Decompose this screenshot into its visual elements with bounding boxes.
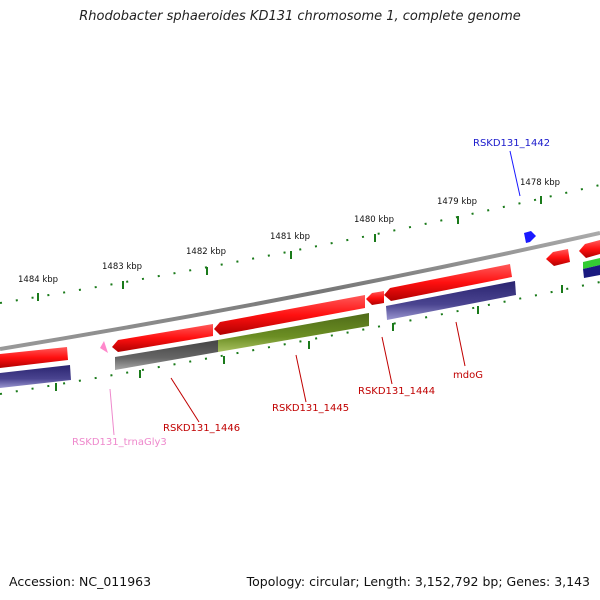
scale-label-1480: 1480 kbp bbox=[354, 215, 394, 225]
cog-bar-green-right bbox=[583, 258, 600, 269]
leader-rskd1444 bbox=[381, 336, 393, 385]
cog-bar-olive bbox=[218, 313, 369, 352]
cog-bars bbox=[0, 258, 600, 388]
gene-arrow-left-edge[interactable] bbox=[0, 347, 68, 368]
map-title: Rhodobacter sphaeroides KD131 chromosome… bbox=[79, 9, 521, 24]
leader-rskd1445 bbox=[295, 354, 307, 403]
gene-label-rskd1442[interactable]: RSKD131_1442 bbox=[473, 138, 550, 149]
gene-selected-rskd1442[interactable] bbox=[524, 231, 536, 243]
forward-strand-genes bbox=[0, 231, 600, 368]
gene-label-trnagly3[interactable]: RSKD131_trnaGly3 bbox=[72, 437, 167, 448]
gene-arrow-mdog[interactable] bbox=[384, 264, 512, 301]
leader-trnagly3 bbox=[109, 388, 115, 436]
cog-bar-purple-mdog bbox=[386, 281, 516, 320]
scale-label-1481: 1481 kbp bbox=[270, 232, 310, 242]
cog-bar-purple-left bbox=[0, 365, 71, 388]
gene-label-rskd1445[interactable]: RSKD131_1445 bbox=[272, 403, 349, 414]
gene-arrow-rskd1445[interactable] bbox=[214, 295, 365, 335]
gene-arrow-rskd1446[interactable] bbox=[112, 324, 213, 352]
inner-scale-ticks bbox=[0, 281, 600, 395]
cog-bar-navy-right bbox=[583, 265, 600, 278]
scale-label-1478: 1478 kbp bbox=[520, 178, 560, 188]
leader-rskd1442 bbox=[509, 150, 521, 197]
leader-rskd1446 bbox=[170, 377, 200, 423]
label-leader-lines bbox=[109, 150, 521, 436]
accession-text: Accession: NC_011963 bbox=[9, 574, 152, 589]
gene-labels: RSKD131_1442 RSKD131_1444 RSKD131_1445 R… bbox=[72, 138, 550, 448]
inner-scale-major-ticks bbox=[55, 285, 563, 391]
scale-label-1479: 1479 kbp bbox=[437, 197, 477, 207]
gene-label-mdog[interactable]: mdoG bbox=[453, 370, 483, 381]
gene-arrow-rskd1443[interactable] bbox=[546, 249, 570, 266]
gene-arrow-rskd1444[interactable] bbox=[366, 291, 384, 305]
leader-mdog bbox=[455, 321, 466, 367]
chromosome-backbone bbox=[0, 231, 600, 351]
gene-trna-gly3[interactable] bbox=[100, 341, 108, 353]
outer-scale-major-ticks bbox=[37, 196, 542, 301]
gene-arrow-right-edge[interactable] bbox=[579, 240, 600, 258]
outer-scale-ticks bbox=[0, 184, 600, 304]
genome-summary-text: Topology: circular; Length: 3,152,792 bp… bbox=[246, 574, 590, 589]
scale-labels: 1478 kbp 1479 kbp 1480 kbp 1481 kbp 1482… bbox=[18, 178, 560, 285]
cog-bar-gray bbox=[115, 340, 218, 370]
scale-label-1484: 1484 kbp bbox=[18, 275, 58, 285]
scale-label-1483: 1483 kbp bbox=[102, 262, 142, 272]
gene-label-rskd1446[interactable]: RSKD131_1446 bbox=[163, 423, 240, 434]
scale-label-1482: 1482 kbp bbox=[186, 247, 226, 257]
gene-label-rskd1444[interactable]: RSKD131_1444 bbox=[358, 386, 435, 397]
